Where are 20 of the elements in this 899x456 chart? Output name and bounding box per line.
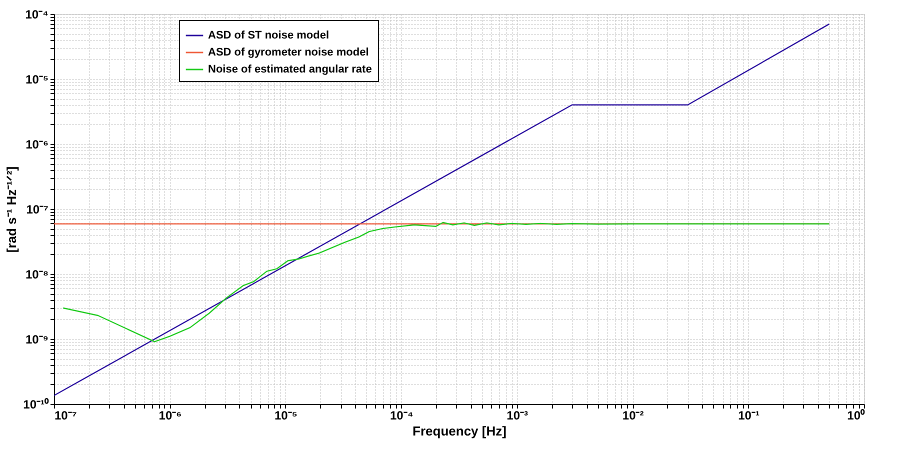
x-tick-label: 10⁻⁶ <box>158 408 182 422</box>
legend-label: Noise of estimated angular rate <box>208 64 372 76</box>
legend-label: ASD of ST noise model <box>208 30 330 42</box>
legend-label: ASD of gyrometer noise model <box>208 46 369 58</box>
y-tick-label: 10⁻⁸ <box>25 268 48 282</box>
y-tick-label: 10⁻⁹ <box>25 332 48 346</box>
y-axis-title: [rad s⁻¹ Hz⁻¹ᐟ²] <box>4 166 20 253</box>
x-tick-label: 10⁻¹ <box>738 408 760 422</box>
y-tick-label: 10⁻⁵ <box>26 72 48 86</box>
x-tick-label: 10⁰ <box>847 408 866 422</box>
x-axis-title: Frequency [Hz] <box>412 424 506 438</box>
x-tick-label: 10⁻⁴ <box>390 408 414 422</box>
y-tick-label: 10⁻¹⁰ <box>23 398 50 412</box>
y-tick-label: 10⁻⁷ <box>26 202 49 216</box>
x-tick-label: 10⁻² <box>622 408 644 422</box>
y-tick-label: 10⁻⁶ <box>26 138 48 152</box>
x-tick-label: 10⁻⁷ <box>54 408 77 422</box>
x-tick-label: 10⁻³ <box>506 408 528 422</box>
x-tick-label: 10⁻⁵ <box>274 408 298 422</box>
y-tick-label: 10⁻⁴ <box>25 8 49 22</box>
